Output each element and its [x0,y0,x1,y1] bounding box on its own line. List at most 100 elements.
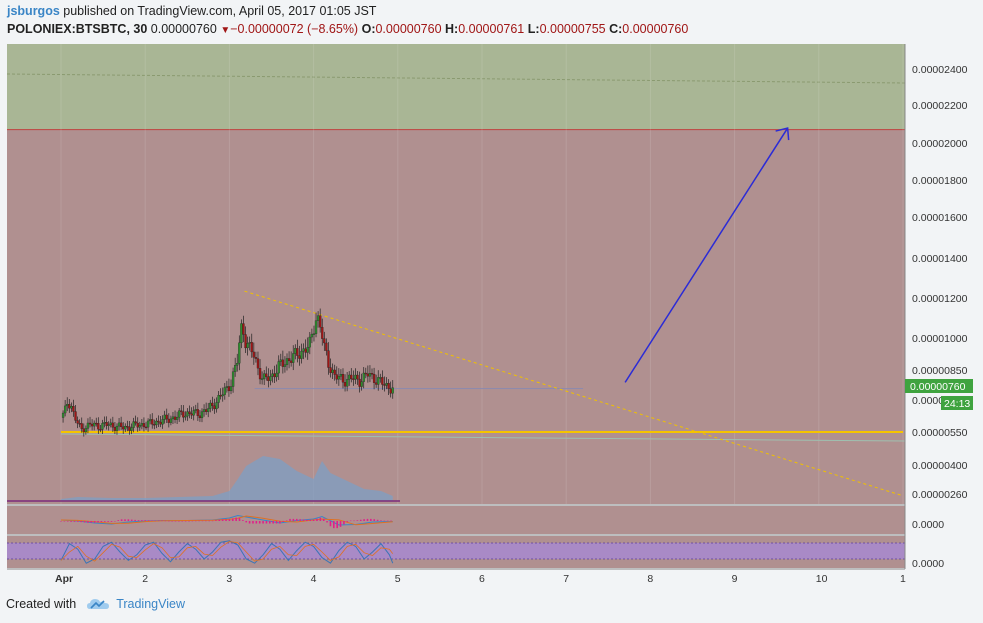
candle-body [260,378,264,380]
macd-histogram-bar [83,521,86,523]
candle-body [310,333,314,338]
projection-arrow[interactable] [624,127,790,383]
macd-histogram-bar [336,521,338,529]
candle-body [325,342,328,351]
candle-body [391,387,394,394]
author-link[interactable]: jsburgos [7,4,60,18]
candle-body [364,372,367,375]
price-axis-tick-label: 0.00000850 [912,365,968,377]
candle-body [331,369,334,373]
candle-body [273,373,276,378]
price-axis-tick-label: 0.00001400 [912,253,968,265]
candle-body [198,415,202,419]
macd-histogram-bar [255,521,258,524]
candle-body [165,414,168,420]
macd-histogram-bar [265,521,268,524]
macd-histogram-bar [242,520,244,521]
macd-histogram [60,517,392,529]
last-price-badge: 0.00000760 [905,379,973,393]
macd-histogram-bar [359,519,362,521]
candle-body [80,423,83,429]
candle-body [138,425,141,428]
macd-histogram-bar [238,517,241,521]
candle-body [207,408,210,412]
candle-body [134,421,137,424]
candle-body [144,426,148,429]
candle-body [362,372,365,382]
macd-histogram-bar [322,518,325,521]
candle-body [74,411,77,421]
candle-body [229,386,233,392]
macd-histogram-bar [151,520,153,521]
open-value: 0.00000760 [375,22,442,36]
oscillator-line [60,540,394,564]
countdown-text: 24:13 [944,398,970,410]
macd-histogram-bar [90,521,93,523]
macd-histogram-bar [87,521,89,523]
candle-body [184,415,187,418]
candle-body [76,420,79,424]
macd-histogram-bar [339,521,342,527]
price-axis[interactable] [905,44,977,569]
macd-histogram-bar [373,519,376,521]
macd-histogram-bar [194,520,197,522]
macd-histogram-bar [211,520,214,522]
oscillator-band [7,543,905,559]
candle-body [126,425,129,428]
time-axis-tick-label: 1 [900,573,906,585]
macd-histogram-bar [376,519,379,521]
macd-histogram-bar [343,521,345,525]
projection-arrow-line[interactable] [624,127,789,383]
macd-histogram-bar [70,521,72,522]
resistance-trendline[interactable] [244,290,904,497]
macd-histogram-bar [127,519,130,521]
macd-histogram-bar [228,519,231,521]
macd-histogram-bar [225,519,227,521]
candle-body [157,420,160,423]
candle-body [88,422,92,425]
low-value: 0.00000755 [539,22,606,36]
candle-body [352,378,355,380]
macd-signal-line [60,515,393,526]
price-axis-tick-label: 0.00001600 [912,212,968,224]
candle-body [107,424,110,426]
macd-histogram-bar [141,520,143,521]
macd-histogram-bar [107,521,109,522]
last-price-badge-text: 0.00000760 [910,381,966,393]
time-axis-tick-label: 7 [563,573,569,585]
candle-body [173,416,177,420]
candle-body [248,342,251,344]
candle-body [111,422,114,428]
candle-body [283,364,287,367]
open-label: O: [361,22,376,36]
macd-histogram-bar [356,520,359,521]
candle-body [296,348,299,356]
macd-histogram-bar [184,521,187,522]
candle-body [95,422,98,425]
candle-body [234,365,237,372]
candle-body [319,315,322,328]
macd-histogram-bar [205,520,207,522]
macd-histogram-bar [60,521,62,522]
macd-histogram-bar [346,521,349,522]
macd-histogram-bar [134,519,136,521]
time-axis-tick-label: 9 [732,573,738,585]
macd-histogram-bar [215,520,217,521]
macd-histogram-bar [103,521,106,522]
macd-histogram-bar [312,519,315,521]
down-triangle-icon: ▼ [220,25,231,36]
tradingview-link[interactable]: TradingView [116,597,185,611]
candle-body [368,373,372,377]
macd-histogram-bar [299,519,301,521]
candle-body [122,426,125,430]
chart-canvas[interactable]: 0.00002400 0.00002200 0.00002000 0.00001800… [0,0,983,590]
candle-body [178,410,181,418]
time-axis-tick-label: 3 [226,573,232,585]
macd-histogram-bar [208,520,210,522]
time-axis-tick-label: 2 [142,573,148,585]
candle-body [225,386,229,388]
close-label: C: [609,22,623,36]
candle-body [105,422,108,426]
candle-body [196,409,199,416]
time-axis[interactable] [7,569,905,587]
